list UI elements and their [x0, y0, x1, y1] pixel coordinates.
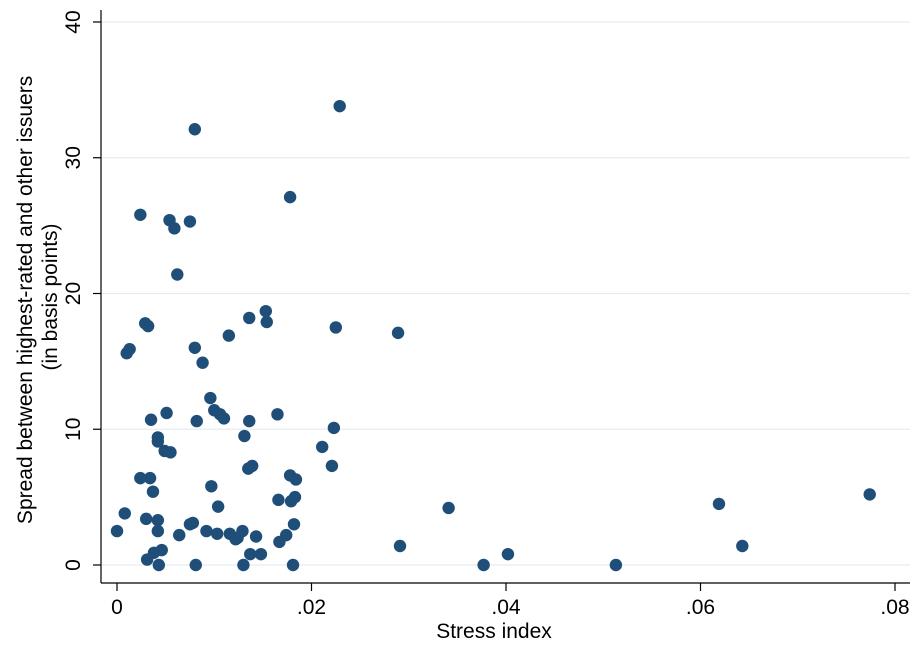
data-point-25 [171, 268, 184, 281]
y-axis-ticks: 0 10 20 30 40 [62, 10, 101, 571]
data-point-42 [217, 412, 231, 425]
y-tick-label-40: 40 [62, 10, 85, 33]
y-axis-title-line-1: Spread between highest-rated and other i… [14, 76, 37, 524]
x-tick-label-0: 0 [111, 596, 123, 619]
y-tick-label-10: 10 [62, 418, 85, 441]
data-point-34 [196, 356, 209, 369]
data-point-0 [110, 524, 124, 538]
x-tick-label-.08: .08 [880, 596, 909, 619]
data-point-71 [325, 459, 339, 473]
data-point-83 [863, 488, 876, 501]
data-points [110, 99, 876, 572]
data-point-48 [237, 558, 250, 572]
data-point-12 [146, 485, 160, 498]
x-tick-label-.02: .02 [297, 596, 326, 619]
data-point-59 [271, 408, 284, 421]
data-point-33 [190, 414, 203, 428]
data-point-47 [236, 524, 249, 538]
data-point-80 [609, 558, 623, 572]
gridlines [101, 21, 910, 566]
data-point-37 [205, 480, 218, 493]
data-point-36 [204, 391, 217, 405]
data-point-58 [260, 315, 273, 329]
data-point-52 [243, 414, 256, 428]
data-point-43 [222, 329, 236, 342]
data-point-16 [151, 514, 165, 527]
data-point-76 [393, 539, 407, 553]
data-point-73 [329, 321, 343, 334]
data-point-17 [151, 524, 165, 538]
data-point-27 [183, 215, 197, 228]
y-axis-title-line-2: (in basis points) [39, 223, 62, 370]
data-point-32 [189, 558, 202, 572]
data-point-10 [143, 471, 157, 485]
data-point-19 [155, 543, 168, 557]
data-point-56 [254, 547, 268, 561]
data-point-72 [327, 421, 341, 435]
axes [100, 10, 910, 584]
x-tick-label-.04: .04 [491, 596, 521, 619]
y-tick-label-20: 20 [62, 282, 85, 305]
y-tick-label-0: 0 [62, 559, 85, 571]
data-point-7 [139, 512, 153, 526]
x-axis-ticks: 0 .02 .04 .06 .08 [111, 583, 910, 619]
data-point-53 [244, 547, 257, 561]
data-point-81 [712, 497, 726, 511]
data-point-69 [289, 473, 303, 486]
data-point-77 [442, 501, 455, 515]
data-point-39 [210, 527, 224, 540]
data-point-49 [238, 429, 251, 443]
data-point-66 [286, 558, 300, 572]
y-tick-label-30: 30 [62, 146, 85, 169]
data-point-24 [168, 222, 181, 235]
data-point-18 [152, 558, 166, 572]
data-point-4 [134, 208, 147, 221]
data-point-11 [144, 413, 158, 426]
data-point-35 [200, 524, 213, 538]
data-point-54 [245, 459, 259, 473]
data-point-9 [141, 319, 155, 333]
data-point-30 [188, 123, 201, 136]
data-point-75 [391, 326, 405, 340]
data-point-62 [280, 528, 293, 542]
data-point-51 [243, 311, 256, 325]
y-axis-title: Spread between highest-rated and other i… [14, 70, 62, 524]
data-point-74 [333, 99, 346, 113]
data-point-3 [123, 342, 136, 356]
x-axis-title: Stress index [436, 620, 552, 643]
data-point-21 [160, 406, 173, 420]
data-point-70 [315, 440, 329, 454]
data-point-26 [173, 528, 186, 542]
x-tick-label-.06: .06 [686, 596, 715, 619]
data-point-82 [736, 539, 749, 553]
data-point-57 [259, 304, 272, 318]
data-point-31 [188, 341, 201, 354]
data-point-68 [288, 490, 302, 504]
data-point-78 [477, 558, 490, 572]
data-point-29 [186, 516, 200, 530]
data-point-60 [272, 493, 285, 507]
data-point-63 [283, 190, 297, 204]
data-point-79 [501, 547, 515, 561]
data-point-55 [249, 530, 263, 543]
data-point-67 [287, 518, 301, 531]
data-point-23 [164, 446, 177, 459]
data-point-5 [134, 471, 147, 485]
data-point-1 [118, 507, 131, 520]
data-point-40 [211, 500, 225, 513]
data-point-15 [151, 435, 165, 448]
